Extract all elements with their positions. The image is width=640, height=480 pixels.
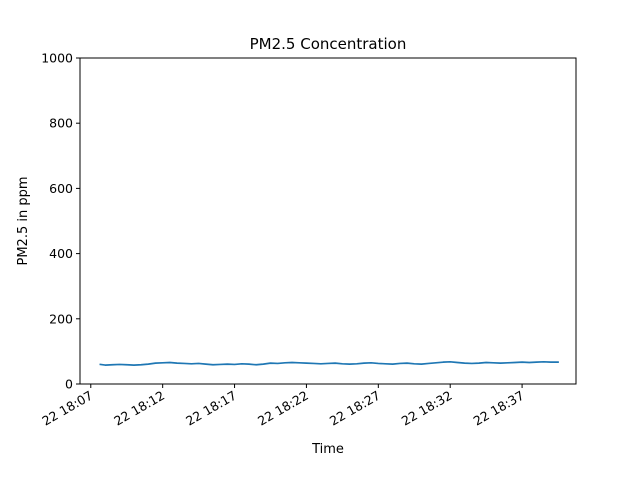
plot-area	[80, 58, 576, 384]
y-tick-label: 800	[49, 116, 73, 131]
series-layer	[99, 360, 559, 366]
y-axis: 0 200 400 600 800 1000	[41, 51, 80, 392]
y-axis-label: PM2.5 in ppm	[16, 176, 31, 265]
y-tick-label: 0	[65, 377, 73, 392]
plot-frame	[79, 57, 577, 385]
y-tick-label: 400	[49, 246, 73, 261]
y-tick-label: 1000	[41, 51, 73, 66]
y-tick-label: 200	[49, 311, 73, 326]
series-line-0	[99, 360, 559, 366]
x-axis-label: Time	[311, 442, 344, 457]
y-tick-label: 600	[49, 181, 73, 196]
chart-title: PM2.5 Concentration	[250, 35, 407, 53]
